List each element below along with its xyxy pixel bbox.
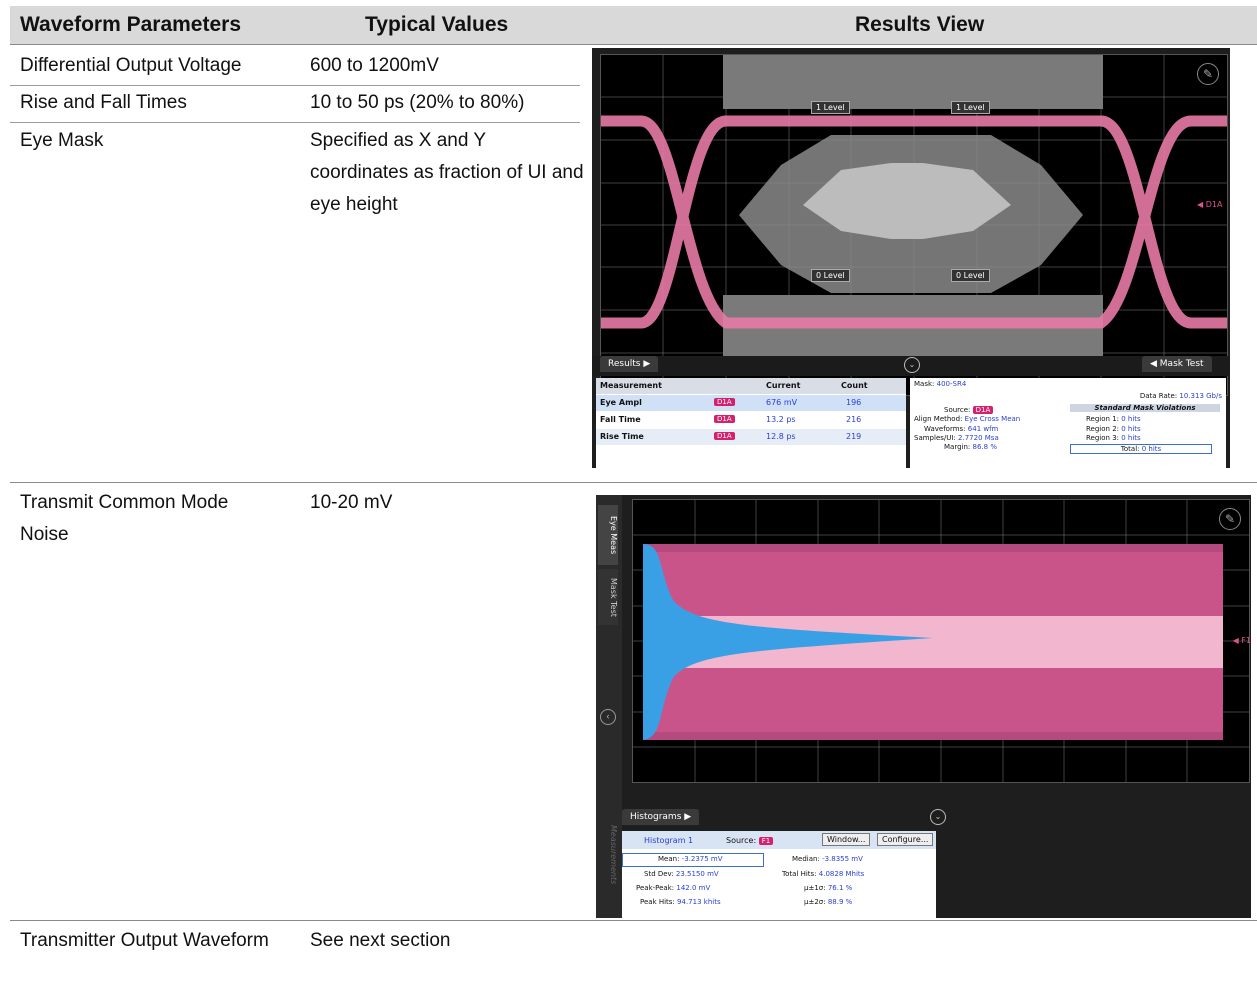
side-tab-measurements[interactable]: Measurements bbox=[609, 825, 618, 885]
side-tab-bar bbox=[596, 495, 622, 918]
header-bottom-rule bbox=[10, 44, 1257, 45]
configure-button[interactable]: Configure... bbox=[877, 833, 934, 846]
row-divider bbox=[10, 122, 580, 123]
eye-grid: 1 Level 1 Level 0 Level 0 Level ◀ D1A ✎ bbox=[600, 54, 1228, 396]
row-parameter: Rise and Fall Times bbox=[20, 92, 187, 113]
zero-level-marker-left: 0 Level bbox=[811, 269, 850, 282]
header-waveform-parameters: Waveform Parameters bbox=[20, 13, 241, 36]
row-value: 600 to 1200mV bbox=[310, 55, 439, 76]
histogram-svg bbox=[633, 500, 1249, 782]
histogram-panel: Histogram 1 Source: F1 Window... Configu… bbox=[622, 831, 936, 918]
header-results-view: Results View bbox=[855, 13, 985, 36]
row-parameter: Transmitter Output Waveform bbox=[20, 930, 269, 951]
total-hits-box: Total: 0 hits bbox=[1070, 444, 1212, 454]
histogram-grid: ◀ F1 ✎ bbox=[632, 499, 1251, 783]
row-divider bbox=[10, 85, 580, 86]
violations-title: Standard Mask Violations bbox=[1070, 404, 1220, 412]
row-value: Specified as X and Y coordinates as frac… bbox=[310, 130, 584, 215]
channel-marker: ◀ F1 bbox=[1232, 636, 1251, 645]
table-header-row bbox=[10, 6, 1257, 44]
measurement-table: Measurement Current Count Eye Ampl D1A 6… bbox=[596, 378, 906, 468]
results-tab[interactable]: Results ▶ bbox=[600, 356, 659, 372]
expand-chevron-icon[interactable]: ‹ bbox=[600, 709, 616, 725]
row-value: See next section bbox=[310, 930, 451, 951]
row-value: 10-20 mV bbox=[310, 492, 393, 513]
zero-level-marker-right: 0 Level bbox=[951, 269, 990, 282]
collapse-chevron-icon[interactable]: ⌄ bbox=[904, 357, 920, 373]
mask-test-panel: Mask: 400-SR4 Data Rate: 10.313 Gb/s Sou… bbox=[910, 378, 1226, 468]
channel-marker: ◀ D1A bbox=[1197, 200, 1223, 209]
histograms-tab[interactable]: Histograms ▶ bbox=[622, 809, 700, 825]
measurement-header: Measurement Current Count bbox=[596, 378, 906, 394]
histogram-name: Histogram 1 bbox=[644, 836, 694, 845]
one-level-marker-left: 1 Level bbox=[811, 101, 850, 114]
window-button[interactable]: Window... bbox=[822, 833, 871, 846]
wrench-icon[interactable]: ✎ bbox=[1219, 508, 1241, 530]
row-value: 10 to 50 ps (20% to 80%) bbox=[310, 92, 525, 113]
eye-diagram-screenshot: 1 Level 1 Level 0 Level 0 Level ◀ D1A ✎ … bbox=[592, 48, 1230, 468]
row-parameter: Differential Output Voltage bbox=[20, 55, 242, 76]
one-level-marker-right: 1 Level bbox=[951, 101, 990, 114]
histogram-screenshot: Eye Meas Mask Test ‹ Measurements bbox=[596, 495, 1251, 918]
side-tab-mask-test[interactable]: Mask Test bbox=[598, 569, 618, 625]
header-typical-values: Typical Values bbox=[365, 13, 509, 36]
row-parameter: Eye Mask bbox=[20, 130, 104, 151]
eye-svg bbox=[601, 55, 1227, 395]
table-row[interactable]: Fall Time D1A 13.2 ps 216 bbox=[600, 415, 862, 424]
row-divider bbox=[10, 920, 1257, 921]
row-divider bbox=[10, 482, 1257, 483]
collapse-chevron-icon[interactable]: ⌄ bbox=[930, 809, 946, 825]
table-row[interactable]: Eye Ampl D1A 676 mV 196 bbox=[596, 395, 906, 411]
mask-test-tab[interactable]: ◀ Mask Test bbox=[1142, 356, 1212, 372]
side-tab-eye-meas[interactable]: Eye Meas bbox=[598, 505, 618, 565]
wrench-icon[interactable]: ✎ bbox=[1197, 63, 1219, 85]
mean-highlight bbox=[622, 853, 764, 867]
table-row[interactable]: Rise Time D1A 12.8 ps 219 bbox=[596, 429, 906, 445]
row-parameter: Transmit Common Mode Noise bbox=[20, 492, 229, 545]
